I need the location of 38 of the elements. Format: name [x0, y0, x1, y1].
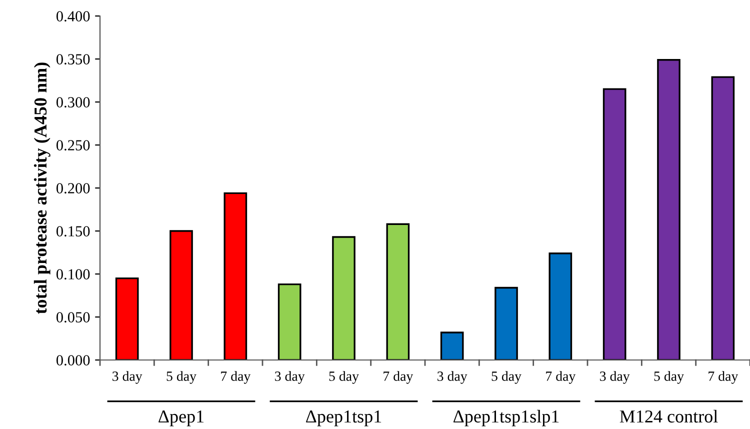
- y-tick-label: 0.300: [56, 97, 90, 108]
- y-tick-label: 0.200: [56, 183, 90, 194]
- x-tick-label: 5 day: [329, 371, 359, 384]
- bar: [170, 230, 193, 360]
- x-tick-label: 3 day: [112, 371, 142, 384]
- x-tick-label: 7 day: [221, 371, 251, 384]
- y-tick-label: 0.100: [56, 269, 90, 280]
- y-tick-label: 0.000: [56, 355, 90, 366]
- y-tick-label: 0.350: [56, 54, 90, 65]
- bar: [332, 236, 356, 360]
- y-tick-label: 0.400: [56, 11, 90, 22]
- bar: [440, 332, 464, 360]
- y-tick-label: 0.050: [56, 312, 90, 323]
- bar: [278, 283, 302, 360]
- y-tick-label: 0.250: [56, 140, 90, 151]
- x-tick-label: 3 day: [600, 371, 630, 384]
- text: Δpep1tsp1slp1: [453, 410, 559, 426]
- bar: [602, 88, 626, 360]
- text: Δpep1tsp1: [306, 410, 382, 426]
- y-tick-label: 0.150: [56, 226, 90, 237]
- y-axis-title: total protease activity (A450 nm): [34, 62, 50, 314]
- bar: [224, 192, 248, 360]
- x-tick-label: 5 day: [492, 371, 522, 384]
- bar: [711, 76, 735, 360]
- x-tick-label: 3 day: [438, 371, 468, 384]
- x-tick-label: 7 day: [546, 371, 576, 384]
- x-tick-label: 5 day: [654, 371, 684, 384]
- x-tick-label: 5 day: [166, 371, 196, 384]
- bar: [657, 59, 680, 360]
- bar: [548, 252, 572, 360]
- text: M124 control: [620, 410, 718, 423]
- bar: [386, 223, 410, 360]
- bar: [115, 277, 139, 360]
- text: Δpep1: [158, 410, 204, 426]
- x-tick-label: 7 day: [708, 371, 738, 384]
- bar: [494, 286, 518, 360]
- x-tick-label: 3 day: [275, 371, 305, 384]
- x-tick-label: 7 day: [384, 371, 414, 384]
